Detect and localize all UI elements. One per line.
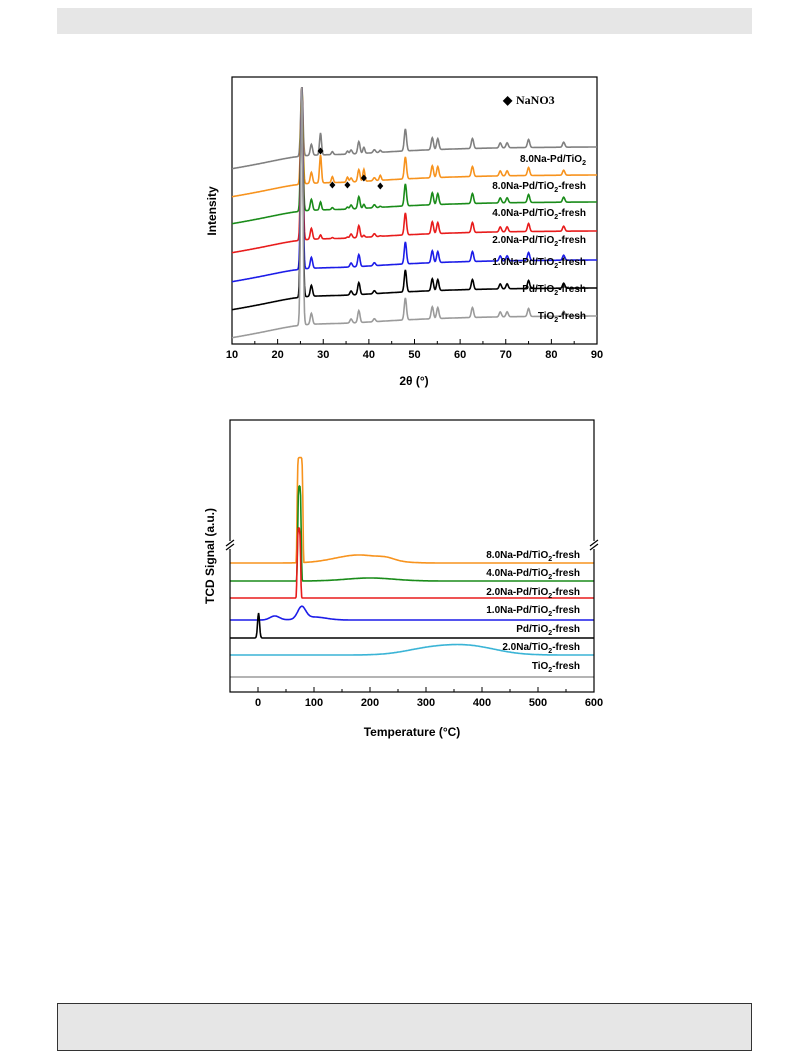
tpr-series-line	[230, 612, 594, 639]
tpr-chart: 0 100 200 300 400 500 600 8.0Na-Pd/TiO2-fresh 4…	[203, 419, 603, 739]
tpr-tick-label: 400	[473, 697, 491, 709]
footer-band	[57, 1003, 752, 1051]
header-band	[57, 8, 752, 34]
tpr-x-ticks: 0 100 200 300 400 500 600	[229, 687, 603, 709]
xrd-series-label: TiO2-fresh	[538, 311, 586, 324]
xrd-series-line	[231, 87, 597, 283]
xrd-tick-label: 20	[272, 349, 284, 361]
tpr-series-line	[230, 605, 594, 621]
tpr-plot-frame	[229, 419, 595, 693]
tpr-series-label: Pd/TiO2-fresh	[516, 624, 580, 637]
tpr-series-lines	[230, 456, 594, 678]
xrd-series-line	[231, 87, 597, 311]
tpr-series-line	[230, 484, 594, 582]
xrd-chart: 10 20 30 40 50 60 70 80 90 8.0Na-Pd/TiO28.0Na-Pd…	[205, 76, 603, 388]
xrd-tick-label: 80	[545, 349, 557, 361]
xrd-tick-label: 30	[317, 349, 329, 361]
tpr-series-line	[230, 643, 594, 656]
tpr-series-label: TiO2-fresh	[532, 661, 580, 674]
xrd-series-label: 8.0Na-Pd/TiO2	[520, 154, 586, 167]
xrd-series-label: 2.0Na-Pd/TiO2-fresh	[492, 235, 586, 248]
xrd-series-line	[231, 87, 597, 170]
xrd-y-axis-title: Intensity	[205, 186, 219, 236]
tpr-axis-break	[225, 539, 599, 551]
xrd-series-line	[231, 87, 597, 339]
xrd-x-axis-title: 2θ (°)	[399, 374, 428, 388]
xrd-tick-label: 10	[226, 349, 238, 361]
tpr-tick-label: 0	[255, 697, 261, 709]
xrd-nano3-marker	[377, 182, 384, 190]
tpr-tick-label: 300	[417, 697, 435, 709]
xrd-series-label: 1.0Na-Pd/TiO2-fresh	[492, 257, 586, 270]
tpr-series-label: 2.0Na/TiO2-fresh	[502, 642, 580, 655]
tpr-break-mark	[589, 543, 599, 551]
tpr-break-gap	[589, 541, 599, 549]
xrd-nano3-marker	[344, 181, 351, 189]
xrd-series-line	[231, 87, 597, 254]
xrd-tick-label: 60	[454, 349, 466, 361]
tpr-series-label: 2.0Na-Pd/TiO2-fresh	[486, 587, 580, 600]
tpr-x-axis-title: Temperature (°C)	[364, 725, 461, 739]
tpr-break-gap	[225, 541, 235, 549]
tpr-break-mark	[589, 539, 599, 547]
xrd-nano3-markers	[317, 147, 384, 190]
tpr-tick-label: 200	[361, 697, 379, 709]
xrd-tick-label: 50	[408, 349, 420, 361]
tpr-y-axis-title: TCD Signal (a.u.)	[203, 508, 217, 604]
xrd-x-ticks: 10 20 30 40 50 60 70 80 90	[226, 339, 603, 361]
xrd-series-label: Pd/TiO2-fresh	[522, 284, 586, 297]
tpr-tick-label: 500	[529, 697, 547, 709]
xrd-nano3-marker	[317, 147, 324, 155]
xrd-series-label: 8.0Na-Pd/TiO2-fresh	[492, 181, 586, 194]
tpr-series-label: 4.0Na-Pd/TiO2-fresh	[486, 568, 580, 581]
xrd-series-label: 4.0Na-Pd/TiO2-fresh	[492, 208, 586, 221]
xrd-tick-label: 70	[500, 349, 512, 361]
xrd-legend-text: NaNO3	[516, 93, 555, 107]
xrd-series-line	[231, 87, 597, 198]
tpr-series-labels: 8.0Na-Pd/TiO2-fresh 4.0Na-Pd/TiO2-fresh 2.…	[486, 550, 580, 674]
tpr-series-label: 8.0Na-Pd/TiO2-fresh	[486, 550, 580, 563]
xrd-series-lines	[231, 87, 597, 339]
tpr-series-line	[230, 456, 594, 564]
tpr-break-mark	[225, 543, 235, 551]
xrd-series-line	[231, 87, 597, 225]
tpr-tick-label: 100	[305, 697, 323, 709]
xrd-tick-label: 90	[591, 349, 603, 361]
xrd-tick-label: 40	[363, 349, 375, 361]
xrd-legend-symbol: ◆	[502, 93, 513, 107]
xrd-nano3-marker	[329, 181, 336, 189]
tpr-series-label: 1.0Na-Pd/TiO2-fresh	[486, 605, 580, 618]
tpr-break-mark	[225, 539, 235, 547]
xrd-series-labels: 8.0Na-Pd/TiO2 8.0Na-Pd/TiO2-fresh 4.0Na-Pd…	[492, 154, 586, 324]
tpr-tick-label: 600	[585, 697, 603, 709]
tpr-series-line	[230, 526, 594, 599]
xrd-nano3-marker	[360, 174, 367, 182]
